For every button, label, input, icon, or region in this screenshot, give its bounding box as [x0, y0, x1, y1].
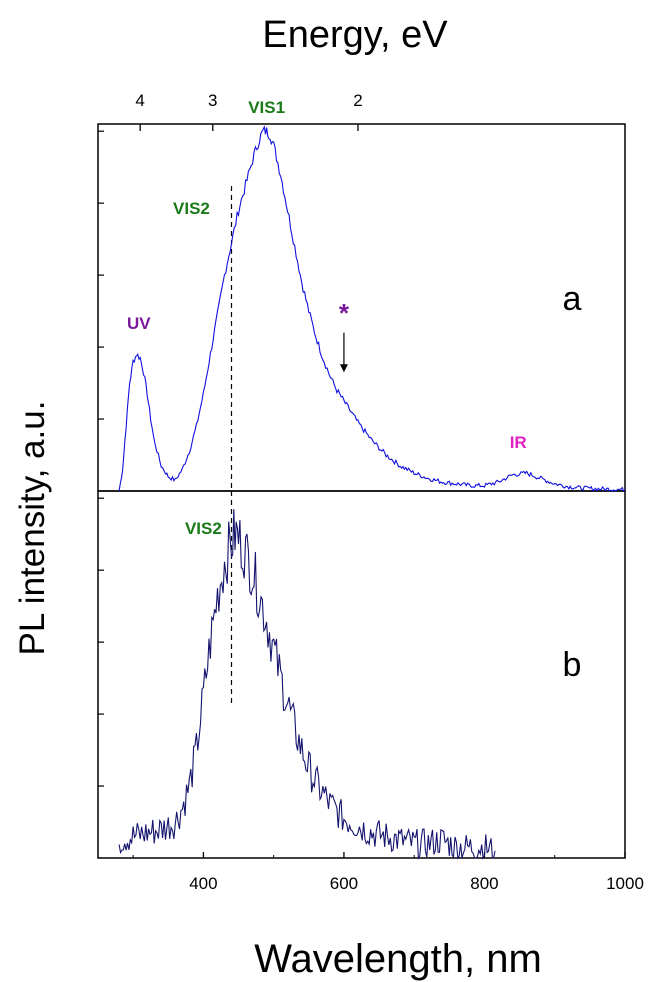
top-axis-title: Energy, eV [262, 14, 448, 56]
annotation-label: VIS2 [185, 519, 222, 538]
series-line-panel-a [118, 125, 626, 492]
annotation-label: * [339, 298, 350, 328]
annotation-label: UV [127, 314, 151, 333]
top-tick-label: 4 [135, 91, 144, 110]
x-tick-label: 1000 [606, 874, 644, 893]
x-axis-title: Wavelength, nm [254, 937, 542, 981]
annotation-label: VIS2 [173, 199, 210, 218]
panel-label-b: b [563, 646, 582, 684]
y-axis-title: PL intensity, a.u. [13, 401, 52, 656]
top-tick-label: 2 [353, 91, 362, 110]
data-series [118, 125, 626, 860]
annotations: VIS1 VIS2 UV * IR VIS2 [127, 98, 527, 538]
x-tick-label: 800 [470, 874, 498, 893]
panel-b-frame [97, 490, 626, 859]
series-line-panel-b [118, 509, 496, 860]
arrow-head [339, 364, 348, 373]
panel-label-a: a [563, 280, 582, 318]
annotation-label: VIS1 [248, 98, 285, 117]
x-tick-label: 600 [330, 874, 358, 893]
axis-ticks: 400 600 800 1000 4 3 2 [98, 91, 644, 893]
annotation-label: IR [510, 433, 527, 452]
panel-a-frame [97, 123, 626, 492]
top-tick-label: 3 [208, 91, 217, 110]
x-tick-label: 400 [189, 874, 217, 893]
